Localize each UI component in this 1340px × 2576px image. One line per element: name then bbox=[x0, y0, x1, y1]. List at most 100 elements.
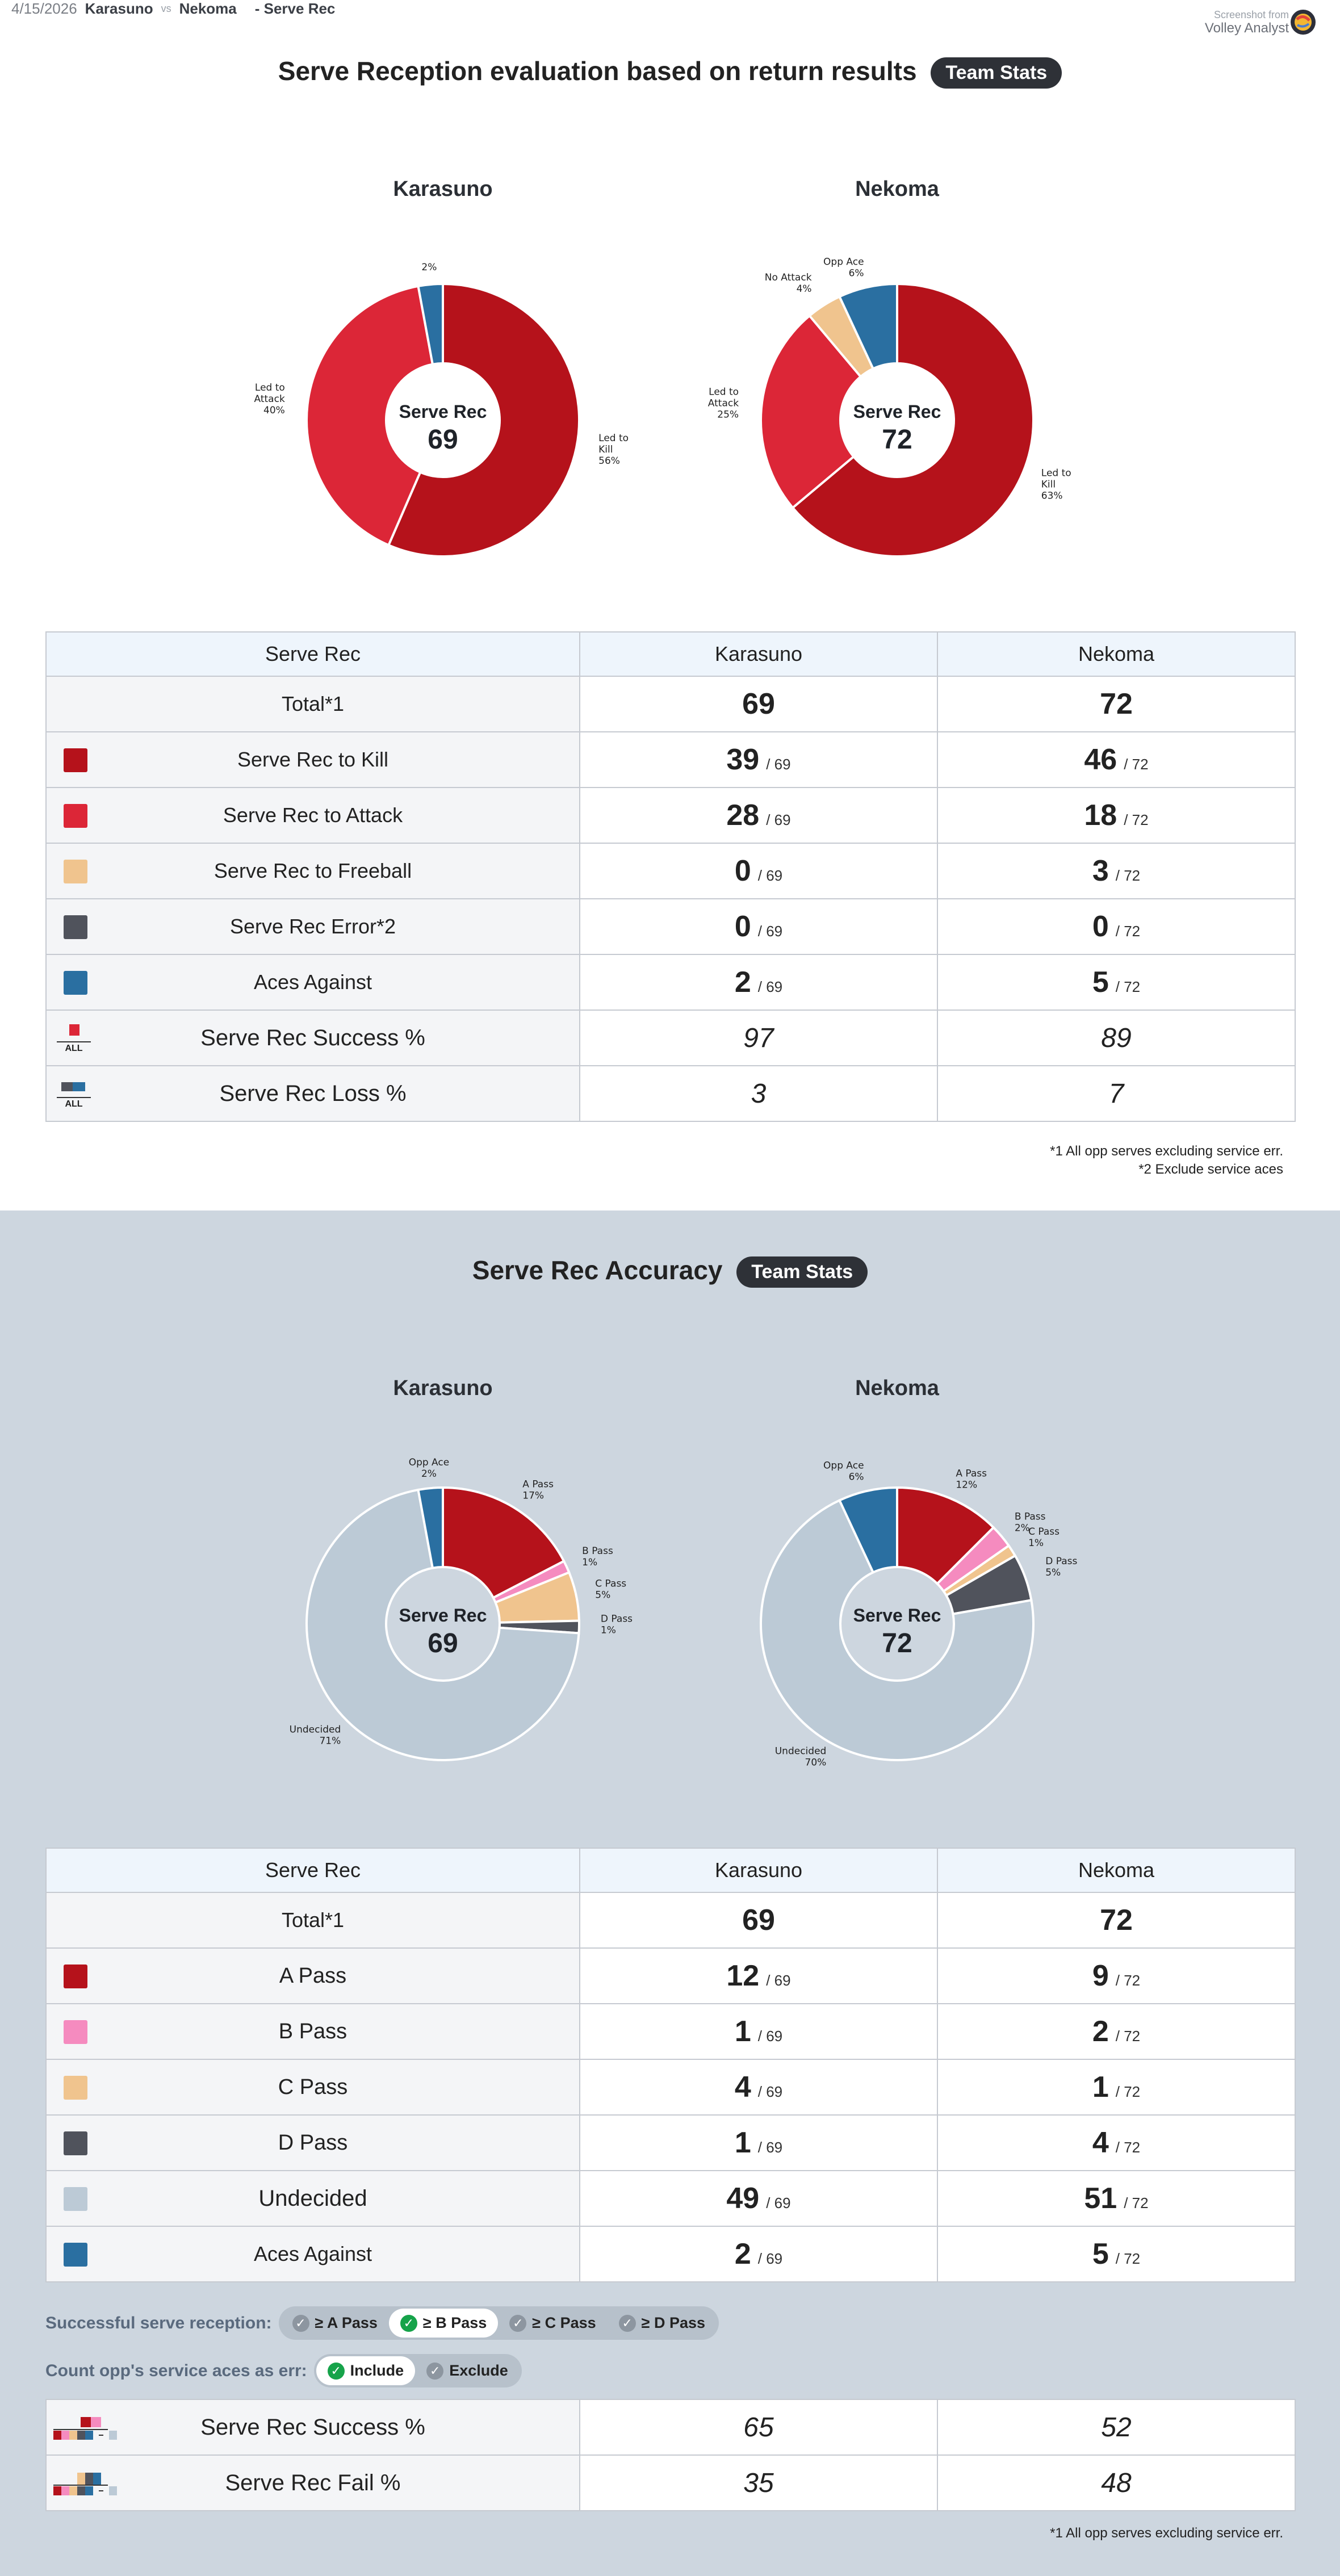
ace-swatch bbox=[64, 2243, 87, 2267]
undecided-slice bbox=[305, 1488, 580, 1761]
total-nekoma-value: 72 bbox=[1100, 1904, 1133, 1937]
loss-label: Serve Rec Loss % bbox=[219, 1080, 407, 1106]
fail-label-cell: Serve Rec Fail % bbox=[45, 2454, 580, 2511]
karasuno-cell: 28 / 69 bbox=[579, 787, 938, 844]
table-row: Serve Rec Error*2 0 / 69 0 / 72 bbox=[45, 898, 1296, 955]
loss-karasuno: 3 bbox=[579, 1065, 938, 1122]
undecided-swatch bbox=[64, 2187, 87, 2211]
threshold-d-label: ≥ D Pass bbox=[641, 2314, 706, 2331]
table-header: Serve Rec Karasuno Nekoma bbox=[45, 1848, 1296, 1893]
total-karasuno-value: 69 bbox=[742, 1904, 775, 1937]
karasuno-denom: / 69 bbox=[757, 2250, 783, 2267]
team-stats-badge[interactable]: Team Stats bbox=[931, 57, 1062, 89]
loss-nekoma: 7 bbox=[937, 1065, 1296, 1122]
row-label: Aces Against bbox=[253, 970, 372, 994]
success-karasuno: 65 bbox=[579, 2399, 938, 2456]
aces-as-error-label: Count opp's service aces as err: bbox=[45, 2361, 307, 2380]
footnote-1: *1 All opp serves excluding service err. bbox=[1050, 1144, 1283, 1159]
row-label-cell: B Pass bbox=[45, 2003, 580, 2060]
karasuno-cell: 49 / 69 bbox=[579, 2170, 938, 2227]
header-col-2: Karasuno bbox=[579, 631, 938, 677]
karasuno-denom: / 69 bbox=[766, 756, 791, 773]
fail-label: Serve Rec Fail % bbox=[225, 2470, 401, 2495]
karasuno-cell: 2 / 69 bbox=[579, 2226, 938, 2282]
nekoma-count: 51 bbox=[1084, 2182, 1117, 2215]
table-row: C Pass 4 / 69 1 / 72 bbox=[45, 2059, 1296, 2116]
c-pass-label: C Pass 1% bbox=[1028, 1526, 1060, 1549]
check-icon: ✓ bbox=[327, 2362, 345, 2380]
chart3-team-title: Karasuno bbox=[393, 1376, 493, 1400]
table-row: B Pass 1 / 69 2 / 72 bbox=[45, 2003, 1296, 2060]
include-option[interactable]: ✓ Include bbox=[316, 2356, 416, 2385]
row-label: B Pass bbox=[278, 2019, 347, 2043]
team-stats-badge-2[interactable]: Team Stats bbox=[736, 1256, 868, 1288]
kill-label: Led to Kill 56% bbox=[598, 433, 629, 467]
nekoma-count: 1 bbox=[1092, 2071, 1109, 2104]
a-pass-swatch bbox=[64, 1965, 87, 1988]
karasuno-denom: / 69 bbox=[757, 867, 783, 884]
exclude-option[interactable]: ✓ Exclude bbox=[415, 2356, 520, 2385]
section1-title-text: Serve Reception evaluation based on retu… bbox=[278, 56, 917, 86]
total-nekoma: 72 bbox=[937, 676, 1296, 732]
attack-swatch bbox=[64, 804, 87, 828]
kill-slice bbox=[387, 282, 580, 558]
all-label: ALL bbox=[57, 1041, 91, 1054]
total-karasuno-value: 69 bbox=[742, 688, 775, 721]
row-label: Aces Against bbox=[253, 2242, 372, 2265]
section2-title-text: Serve Rec Accuracy bbox=[472, 1255, 723, 1285]
success-label-cell: Serve Rec Success % bbox=[45, 2399, 580, 2456]
nekoma-cell: 9 / 72 bbox=[937, 1947, 1296, 2004]
undecided-slice bbox=[760, 1498, 1035, 1761]
karasuno-denom: / 69 bbox=[757, 978, 783, 995]
donut-center-label: Serve Rec bbox=[853, 1605, 941, 1626]
threshold-b-pass[interactable]: ✓ ≥ B Pass bbox=[388, 2309, 499, 2338]
nekoma-count: 5 bbox=[1092, 2238, 1109, 2271]
karasuno-count: 12 bbox=[726, 1959, 760, 1992]
karasuno-denom: / 69 bbox=[766, 2194, 791, 2211]
total-karasuno: 69 bbox=[579, 1892, 938, 1949]
karasuno-count: 39 bbox=[726, 743, 760, 776]
exclude-label: Exclude bbox=[449, 2362, 508, 2379]
karasuno-denom: / 69 bbox=[766, 811, 791, 828]
table-row: Aces Against 2 / 69 5 / 72 bbox=[45, 954, 1296, 1011]
karasuno-denom: / 69 bbox=[757, 2028, 783, 2045]
success-nekoma: 52 bbox=[937, 2399, 1296, 2456]
kill-label: Led to Kill 63% bbox=[1041, 467, 1071, 501]
loss-label-cell: ALL Serve Rec Loss % bbox=[45, 1065, 580, 1122]
attack-slice bbox=[760, 314, 862, 510]
ace-label: 2% bbox=[421, 262, 437, 273]
row-label-cell: Undecided bbox=[45, 2170, 580, 2227]
threshold-a-pass[interactable]: ✓ ≥ A Pass bbox=[281, 2309, 389, 2338]
karasuno-cell: 12 / 69 bbox=[579, 1947, 938, 2004]
karasuno-cell: 0 / 69 bbox=[579, 898, 938, 955]
ace-slice bbox=[838, 1486, 898, 1574]
karasuno-result-donut: Led to Kill 56% Led to Attack 40% 2% Serve Rec 6… bbox=[254, 262, 629, 558]
freeball-label: No Attack 4% bbox=[765, 272, 812, 295]
match-date: 4/15/2026 bbox=[11, 0, 77, 17]
include-label: Include bbox=[350, 2362, 404, 2379]
undecided-label: Undecided 71% bbox=[290, 1724, 341, 1746]
row-label-cell: Serve Rec Error*2 bbox=[45, 898, 580, 955]
ace-slice bbox=[417, 1486, 444, 1569]
c-pass-swatch bbox=[64, 2076, 87, 2100]
header-col-2: Karasuno bbox=[579, 1848, 938, 1893]
all-loss-icon: ALL bbox=[57, 1080, 91, 1109]
check-icon: ✓ bbox=[400, 2314, 417, 2332]
error-swatch bbox=[64, 915, 87, 939]
table-row: Serve Rec to Attack 28 / 69 18 / 72 bbox=[45, 787, 1296, 844]
nekoma-denom: / 72 bbox=[1115, 2250, 1141, 2267]
nekoma-count: 0 bbox=[1092, 910, 1109, 943]
chart2-team-title: Nekoma bbox=[855, 177, 939, 201]
ace-label: Opp Ace 6% bbox=[823, 256, 864, 279]
ace-label: Opp Ace 2% bbox=[409, 1457, 450, 1480]
aces-as-error-toggle: Count opp's service aces as err: ✓ Includ… bbox=[45, 2354, 522, 2387]
undecided-label: Undecided 70% bbox=[775, 1745, 827, 1768]
nekoma-denom: / 72 bbox=[1124, 756, 1149, 773]
karasuno-count: 0 bbox=[734, 910, 751, 943]
threshold-d-pass[interactable]: ✓ ≥ D Pass bbox=[608, 2309, 717, 2338]
success-row: Serve Rec Success % 65 52 bbox=[45, 2399, 1296, 2456]
check-icon: ✓ bbox=[509, 2314, 527, 2332]
ace-slice bbox=[838, 282, 898, 371]
threshold-c-pass[interactable]: ✓ ≥ C Pass bbox=[498, 2309, 607, 2338]
aces-as-error-segment: ✓ Include ✓ Exclude bbox=[313, 2354, 522, 2387]
